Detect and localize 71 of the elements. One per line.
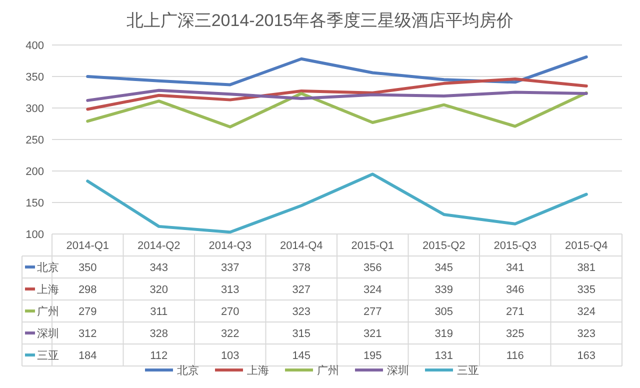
data-label: 381 — [577, 262, 596, 274]
x-tick-label: 2014-Q2 — [137, 240, 180, 252]
data-label: 298 — [78, 284, 97, 296]
data-label: 322 — [220, 328, 240, 340]
x-tick-label: 2014-Q4 — [280, 240, 323, 252]
data-label: 324 — [577, 306, 596, 318]
x-tick-label: 2015-Q3 — [494, 240, 537, 252]
data-label: 341 — [506, 262, 524, 274]
legend-label: 北京 — [37, 261, 59, 274]
line-series — [86, 55, 588, 86]
data-label: 305 — [434, 306, 454, 318]
line-series — [86, 88, 588, 102]
data-label: 328 — [150, 328, 168, 340]
data-label: 131 — [434, 350, 454, 362]
text: 上海 — [247, 365, 269, 377]
data-label: 320 — [150, 284, 168, 296]
data-label: 103 — [220, 350, 240, 362]
data-label: 378 — [292, 262, 311, 274]
data-label: 321 — [363, 328, 382, 340]
data-label: 343 — [150, 262, 168, 274]
data-label: 312 — [78, 328, 97, 340]
text: 三亚 — [457, 365, 479, 377]
text: 广州 — [317, 365, 339, 377]
data-label: 116 — [506, 350, 524, 362]
x-tick-label: 2014-Q1 — [66, 240, 110, 252]
data-label: 163 — [577, 350, 596, 362]
data-label: 356 — [363, 262, 382, 274]
data-label: 339 — [434, 284, 454, 296]
legend-label: 上海 — [37, 283, 59, 296]
y-tick-label: 400 — [26, 40, 44, 52]
x-tick-label: 2015-Q4 — [564, 240, 608, 252]
y-tick-label: 150 — [26, 198, 44, 210]
data-label: 313 — [220, 284, 240, 296]
data-label: 350 — [78, 262, 97, 274]
data-label: 271 — [506, 306, 524, 318]
data-label: 335 — [577, 284, 596, 296]
data-label: 315 — [292, 328, 311, 340]
text: 深圳 — [387, 365, 409, 377]
data-label: 145 — [292, 350, 311, 362]
text: 北京 — [177, 365, 199, 377]
x-tick-label: 2014-Q3 — [208, 240, 252, 252]
data-label: 327 — [292, 284, 311, 296]
data-label: 323 — [292, 306, 311, 318]
data-label: 337 — [220, 262, 240, 274]
legend-label: 广州 — [37, 305, 59, 318]
data-label: 323 — [577, 328, 596, 340]
line-series — [86, 78, 588, 111]
data-label: 277 — [363, 306, 382, 318]
line-series — [86, 172, 588, 234]
y-tick-label: 350 — [26, 72, 44, 84]
line-series — [86, 91, 588, 128]
y-tick-label: 100 — [26, 229, 44, 241]
legend-label: 深圳 — [37, 327, 59, 340]
data-label: 345 — [434, 262, 454, 274]
y-tick-label: 250 — [26, 134, 44, 146]
x-tick-label: 2015-Q2 — [422, 240, 466, 252]
y-tick-label: 300 — [26, 103, 44, 115]
y-tick-label: 200 — [26, 166, 44, 178]
x-tick-label: 2015-Q1 — [351, 240, 394, 252]
legend-label: 三亚 — [37, 350, 59, 362]
data-label: 346 — [506, 284, 524, 296]
data-label: 112 — [150, 350, 168, 362]
data-label: 311 — [150, 306, 168, 318]
data-label: 195 — [363, 350, 382, 362]
data-label: 324 — [363, 284, 382, 296]
data-label: 184 — [78, 350, 97, 362]
data-label: 270 — [220, 306, 240, 318]
data-label: 279 — [78, 306, 97, 318]
data-label: 325 — [506, 328, 524, 340]
data-label: 319 — [434, 328, 454, 340]
chart-title: 北上广深三2014-2015年各季度三星级酒店平均房价 — [126, 11, 514, 30]
